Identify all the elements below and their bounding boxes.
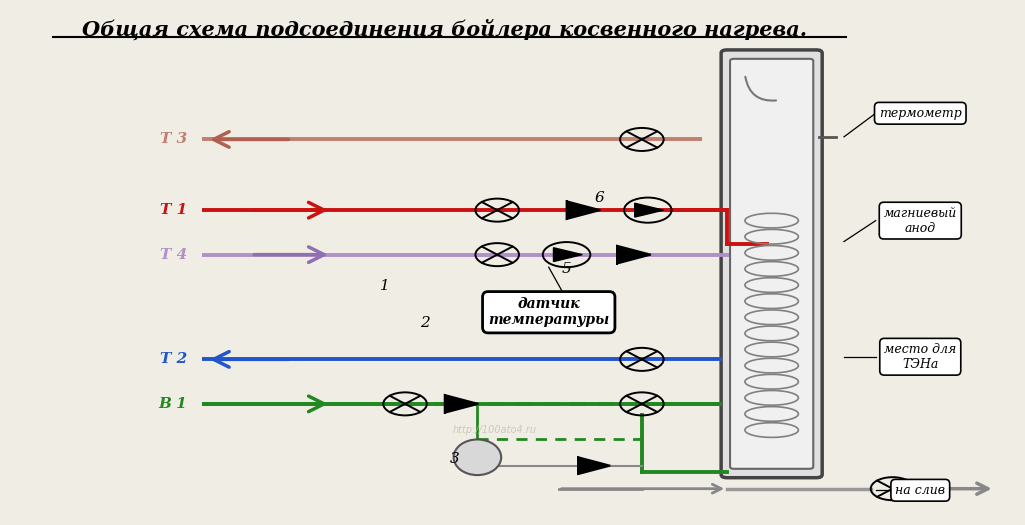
Point (47, 34, 59, 40)
Polygon shape (617, 246, 651, 264)
Text: 6: 6 (594, 191, 604, 205)
Text: В 1: В 1 (158, 397, 188, 411)
Text: место для
ТЭНа: место для ТЭНа (885, 343, 956, 371)
Text: http://100ato4.ru: http://100ato4.ru (452, 425, 536, 435)
Text: Т 1: Т 1 (160, 203, 188, 217)
Point (839, 34, 852, 40)
Text: Общая схема подсоединения бойлера косвенного нагрева.: Общая схема подсоединения бойлера косвен… (82, 19, 808, 40)
Polygon shape (445, 395, 479, 413)
Text: 1: 1 (380, 279, 391, 293)
Text: на слив: на слив (895, 484, 945, 497)
Text: 3: 3 (450, 452, 459, 466)
FancyBboxPatch shape (730, 59, 813, 469)
Text: термометр: термометр (878, 107, 961, 120)
Polygon shape (567, 201, 601, 219)
Text: Т 2: Т 2 (160, 352, 188, 366)
Text: Т 4: Т 4 (160, 248, 188, 261)
Text: 2: 2 (420, 316, 429, 330)
Ellipse shape (454, 439, 501, 475)
Text: магниевый
анод: магниевый анод (884, 207, 957, 235)
Polygon shape (554, 248, 582, 261)
Text: 5: 5 (562, 262, 572, 276)
Polygon shape (578, 457, 610, 474)
Text: датчик
температуры: датчик температуры (488, 297, 609, 328)
Text: Т 3: Т 3 (160, 132, 188, 146)
FancyBboxPatch shape (722, 50, 822, 478)
Polygon shape (634, 203, 663, 217)
Text: 4: 4 (576, 463, 586, 476)
